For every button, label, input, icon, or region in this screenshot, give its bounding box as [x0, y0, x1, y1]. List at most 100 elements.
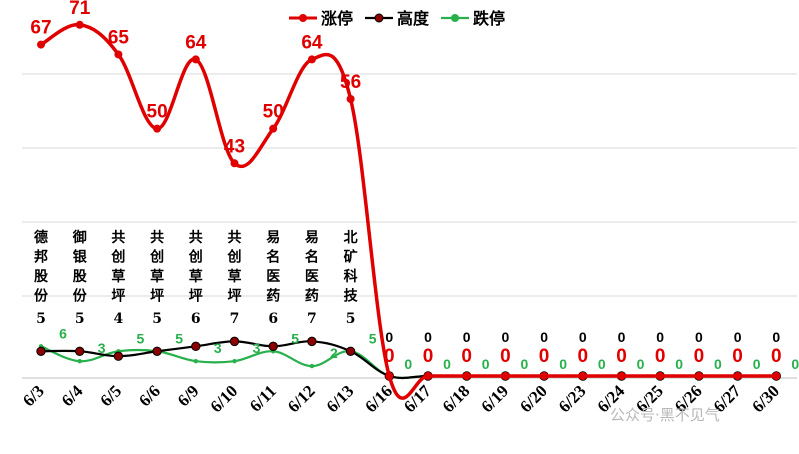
data-label-down-limit: 5: [369, 330, 377, 346]
data-label-up-limit: 0: [578, 346, 589, 367]
x-tick-label: 6/19: [477, 381, 512, 416]
point-up-limit: [656, 372, 665, 380]
data-label-height: 0: [579, 329, 587, 345]
legend-item: 高度: [365, 9, 430, 28]
data-label-down-limit: 0: [521, 356, 529, 372]
point-up-limit: [191, 55, 200, 64]
x-tick-label: 6/17: [400, 381, 435, 416]
data-label-down-limit: 5: [137, 330, 145, 346]
data-label-down-limit: 5: [175, 330, 183, 346]
leader-stock-char: 银: [73, 249, 88, 266]
leader-stock-char: 草: [228, 268, 242, 285]
point-height: [75, 346, 85, 356]
point-down-limit: [77, 358, 82, 364]
leader-stock-char: 共: [150, 229, 164, 246]
data-label-down-limit: 0: [482, 356, 490, 372]
leader-stock-height: 5: [75, 311, 85, 327]
x-tick-label: 6/10: [207, 381, 242, 416]
data-label-up-limit: 0: [500, 346, 511, 367]
point-up-limit: [385, 372, 394, 380]
leader-stock-char: 坪: [111, 289, 125, 305]
data-label-up-limit: 64: [185, 32, 207, 53]
data-label-height: 0: [656, 329, 664, 345]
point-up-limit: [269, 124, 278, 133]
data-label-up-limit: 50: [147, 102, 168, 123]
x-tick-label: 6/6: [135, 381, 164, 410]
point-height: [36, 346, 46, 356]
point-down-limit: [193, 358, 198, 364]
leader-stock-height: 7: [307, 311, 317, 327]
leader-stock-char: 股: [34, 269, 49, 285]
point-up-limit: [346, 94, 355, 103]
leader-stock-char: 药: [305, 288, 319, 305]
data-label-down-limit: 0: [404, 356, 412, 372]
series-line-up-limit: [40, 23, 777, 400]
point-up-limit: [578, 372, 587, 380]
data-label-down-limit: 0: [753, 356, 761, 372]
data-label-up-limit: 0: [461, 346, 472, 367]
point-up-limit: [230, 159, 239, 168]
data-label-down-limit: 0: [637, 356, 645, 372]
x-tick-label: 6/30: [748, 381, 783, 416]
data-label-up-limit: 0: [384, 346, 395, 367]
data-label-up-limit: 50: [263, 102, 284, 123]
data-label-down-limit: 0: [675, 356, 683, 372]
point-up-limit: [153, 124, 162, 133]
data-label-down-limit: 5: [291, 330, 299, 346]
x-tick-label: 6/18: [439, 381, 474, 416]
point-height: [307, 336, 317, 347]
point-height: [191, 341, 201, 352]
leader-stock-height: 5: [36, 311, 46, 327]
leader-stock-char: 德: [34, 229, 48, 246]
leader-stock-height: 4: [114, 311, 124, 327]
leader-stock-char: 创: [188, 249, 203, 266]
data-label-up-limit: 0: [771, 346, 782, 367]
point-up-limit: [540, 372, 549, 380]
data-label-down-limit: 3: [98, 340, 106, 356]
data-label-height: 0: [463, 329, 471, 345]
point-up-limit: [694, 372, 703, 380]
leader-stock-char: 矿: [344, 249, 358, 266]
legend-marker: [374, 13, 384, 23]
data-label-down-limit: 0: [714, 356, 722, 372]
legend-marker: [299, 14, 307, 22]
leader-stock-char: 药: [266, 288, 280, 305]
data-label-down-limit: 3: [214, 340, 222, 356]
leader-stock-char: 份: [73, 288, 88, 305]
data-label-up-limit: 56: [340, 72, 361, 93]
data-label-down-limit: 3: [253, 340, 261, 356]
data-label-up-limit: 0: [694, 346, 705, 367]
point-up-limit: [75, 20, 84, 29]
leader-stock-char: 草: [111, 268, 125, 285]
leader-stock-char: 共: [228, 229, 242, 246]
leader-stock-char: 医: [305, 269, 319, 285]
leader-stock-char: 创: [110, 249, 125, 266]
series-layer: [36, 20, 781, 400]
leader-stock-height: 5: [346, 311, 356, 327]
data-label-down-limit: 0: [598, 356, 606, 372]
data-label-height: 0: [695, 329, 703, 345]
leader-stock-char: 科: [344, 268, 358, 285]
point-up-limit: [617, 372, 626, 380]
x-tick-label: 6/3: [19, 381, 48, 410]
legend-item: 涨停: [289, 9, 353, 28]
point-up-limit: [501, 372, 510, 380]
leader-stock-char: 北: [344, 230, 358, 246]
legend-label: 涨停: [321, 9, 353, 28]
leader-stock-char: 名: [266, 249, 280, 266]
leader-stock-height: 6: [268, 311, 278, 327]
data-label-up-limit: 71: [69, 0, 91, 19]
leader-stock-char: 医: [266, 269, 280, 285]
legend-marker: [451, 14, 459, 22]
point-height: [268, 341, 278, 352]
leader-stock-height: 5: [152, 311, 162, 327]
leader-stock-char: 创: [149, 249, 164, 266]
x-tick-label: 6/20: [516, 381, 551, 416]
leader-stock-char: 名: [305, 249, 319, 266]
point-up-limit: [37, 40, 45, 49]
leader-stock-char: 共: [189, 229, 203, 246]
point-height: [152, 346, 162, 356]
data-label-up-limit: 0: [655, 346, 666, 367]
x-tick-label: 6/5: [96, 381, 125, 410]
